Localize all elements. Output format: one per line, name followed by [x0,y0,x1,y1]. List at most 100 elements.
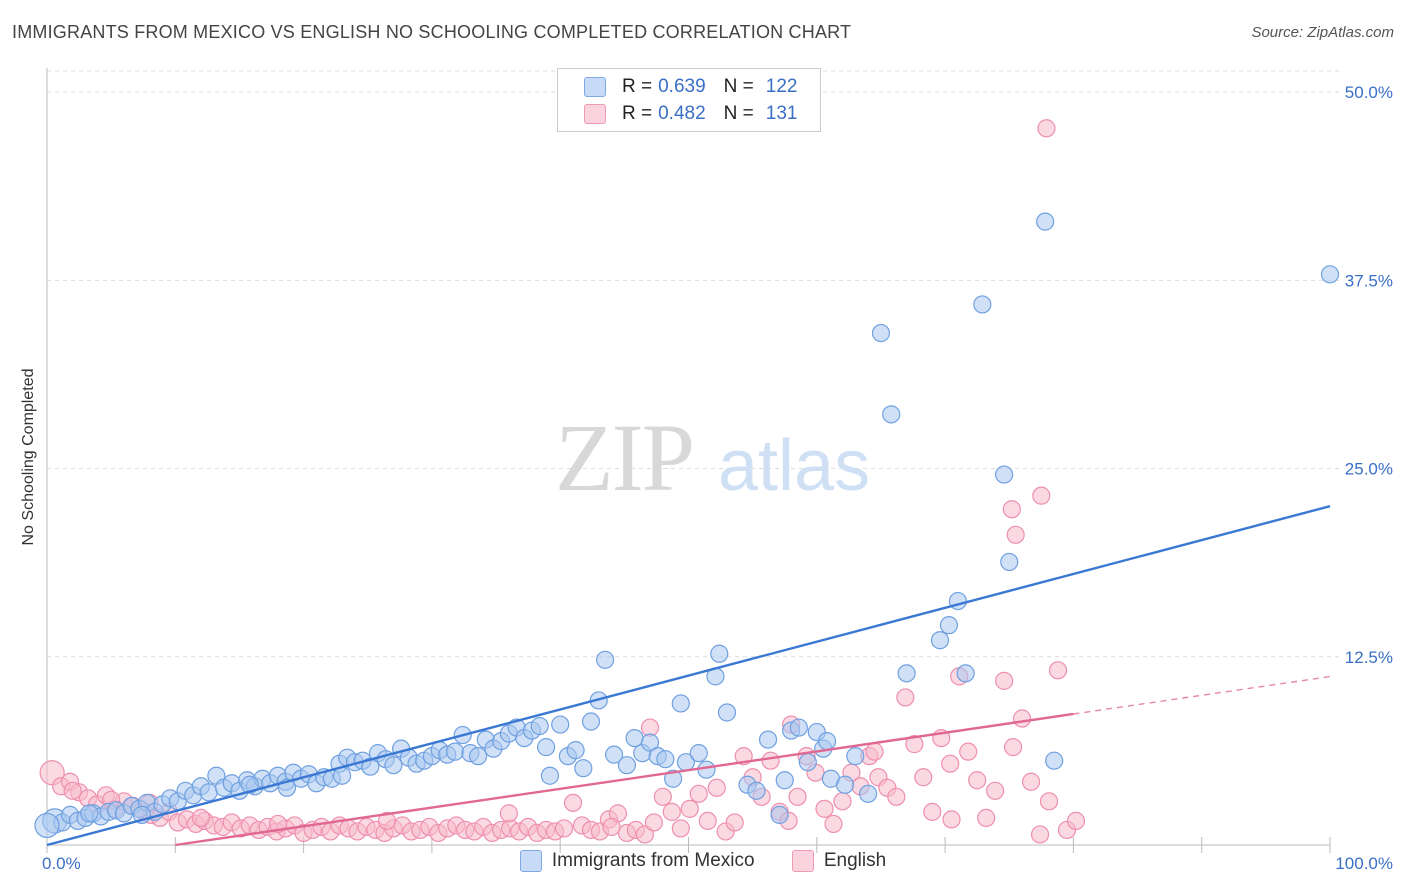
x-tick-label: 0.0% [42,854,81,873]
legend-item-english[interactable]: English [791,850,886,872]
point-mexico [697,760,716,779]
point-english [959,742,978,761]
y-tick-label: 50.0% [1345,83,1393,102]
point-mexico [859,784,878,803]
point-mexico [530,716,549,736]
point-english [689,784,708,803]
legend-swatch-mexico [519,850,542,872]
point-mexico [596,650,615,669]
r-label: R = [622,76,653,97]
point-english [887,787,906,806]
point-mexico [625,728,644,748]
point-english [833,792,852,811]
point-mexico [1000,552,1019,572]
r-value: 0.639 [658,76,706,97]
point-mexico [566,741,585,760]
point-mexico [1045,751,1064,770]
point-english [680,799,699,818]
point-mexico [604,745,624,764]
point-mexico [798,753,817,772]
series-legend: Immigrants from Mexico English [0,850,1406,878]
grid-lines [47,70,1340,658]
source-label: Source: ZipAtlas.com [1251,24,1394,41]
stats-legend: R = 0.639 N = 122 R = 0.482 N = 131 [557,68,821,132]
legend-label-mexico: Immigrants from Mexico [551,850,755,871]
y-tick-label: 12.5% [1345,648,1393,667]
n-label: N = [723,76,754,97]
point-mexico [789,718,808,737]
point-mexico [882,405,901,424]
chart-title: IMMIGRANTS FROM MEXICO VS ENGLISH NO SCH… [12,22,852,42]
point-mexico [995,465,1014,484]
point-english [865,742,884,761]
point-mexico [384,756,403,775]
point-mexico [240,775,259,794]
point-english [698,811,717,831]
point-mexico [710,644,729,663]
point-mexico [80,804,99,823]
point-mexico [747,781,766,800]
point-mexico [445,742,465,761]
point-english [995,671,1014,690]
point-english [653,787,672,806]
watermark-atlas: atlas [718,426,870,506]
series-mexico [34,212,1340,839]
point-english [1021,772,1041,791]
point-english [1012,709,1032,728]
n-label: N = [723,103,754,124]
point-mexico [361,757,380,776]
x-tick-label: 100.0% [1335,854,1393,873]
point-mexico [617,756,637,775]
stats-swatch-mexico [584,77,606,97]
legend-item-mexico[interactable]: Immigrants from Mexico [519,850,755,872]
point-english [635,825,654,844]
point-english [923,802,942,821]
point-english [662,802,681,821]
point-english [671,819,690,838]
point-mexico [689,744,708,763]
point-english [1030,825,1050,844]
point-english [602,817,621,837]
point-english [968,771,987,790]
point-english [1037,119,1056,138]
stats-row-english: R = 0.482 N = 131 [584,101,797,127]
trend-lines [46,505,1331,847]
y-tick-label: 25.0% [1345,460,1393,479]
point-mexico [770,805,789,824]
point-english [824,814,843,834]
point-mexico [34,812,60,839]
point-english [788,787,807,806]
point-mexico [536,738,556,757]
stats-swatch-english [584,104,606,124]
point-english [554,819,574,838]
tick-labels: 12.5% 25.0% 37.5% 50.0% 0.0% 100.0% [42,83,1393,873]
trend-line-mexico [46,505,1331,847]
point-english [761,751,780,770]
point-mexico [671,694,690,713]
point-mexico [930,631,950,650]
point-english [1006,525,1025,544]
point-mexico [817,732,837,751]
axes [46,68,1331,853]
point-english [1003,738,1023,757]
watermark: ZIP atlas [555,404,870,511]
point-mexico [199,783,218,802]
point-mexico [956,664,975,683]
r-label: R = [622,103,653,124]
point-english [1048,661,1068,680]
r-value: 0.482 [658,103,706,124]
point-english [563,793,583,812]
point-english [815,799,834,818]
point-english [644,813,663,832]
legend-swatch-english [791,850,814,872]
point-english [377,811,397,831]
n-value: 122 [765,76,798,97]
point-mexico [468,747,488,766]
point-mexico [574,759,593,778]
n-value: 131 [765,103,798,124]
point-mexico [973,295,992,314]
point-mexico [664,769,683,788]
point-english [499,804,518,823]
point-english [896,688,915,707]
